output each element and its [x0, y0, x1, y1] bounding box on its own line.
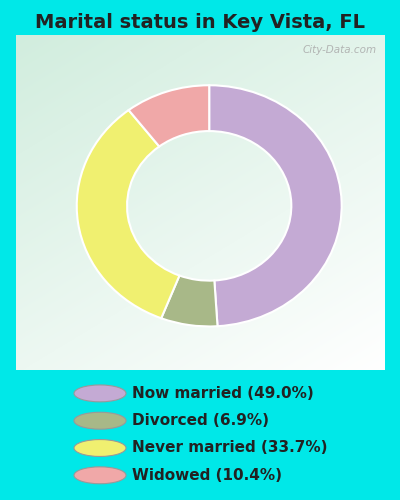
Text: Now married (49.0%): Now married (49.0%) [132, 386, 314, 401]
Circle shape [74, 385, 126, 402]
Circle shape [74, 440, 126, 456]
Text: Never married (33.7%): Never married (33.7%) [132, 440, 328, 456]
Wedge shape [129, 85, 209, 146]
Wedge shape [161, 276, 218, 326]
Text: Marital status in Key Vista, FL: Marital status in Key Vista, FL [35, 12, 365, 32]
Circle shape [74, 412, 126, 429]
Wedge shape [77, 110, 180, 318]
Wedge shape [209, 85, 342, 326]
Text: Widowed (10.4%): Widowed (10.4%) [132, 468, 282, 483]
Circle shape [74, 467, 126, 484]
Text: City-Data.com: City-Data.com [302, 45, 377, 55]
Text: Divorced (6.9%): Divorced (6.9%) [132, 413, 269, 428]
